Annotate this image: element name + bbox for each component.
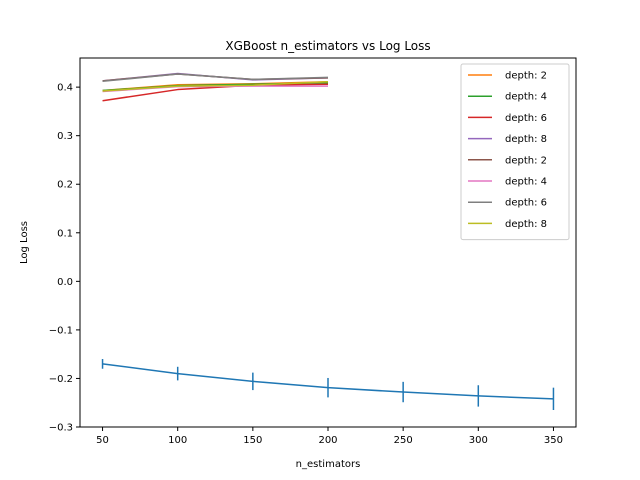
- x-tick-label: 50: [96, 435, 109, 446]
- x-tick-label: 250: [394, 435, 413, 446]
- x-axis-ticks: 50 100 150 200 250 300 350: [96, 427, 563, 446]
- x-tick-label: 100: [168, 435, 187, 446]
- x-axis-label: n_estimators: [296, 459, 361, 470]
- legend-label: depth: 4: [505, 92, 547, 103]
- legend-label: depth: 2: [505, 71, 547, 82]
- legend-label: depth: 6: [505, 113, 547, 124]
- series-line: [102, 83, 329, 102]
- y-tick-label: 0.2: [57, 180, 73, 191]
- legend-label: depth: 8: [505, 219, 547, 230]
- legend-box: [460, 63, 570, 241]
- legend-label: depth: 4: [505, 177, 547, 188]
- series-line: [102, 73, 329, 83]
- y-tick-label: 0.4: [57, 83, 73, 94]
- y-tick-label: 0.3: [57, 131, 73, 142]
- x-tick-label: 350: [544, 435, 563, 446]
- x-tick-label: 150: [243, 435, 262, 446]
- legend: depth: 2 depth: 4 depth: 6 depth: 8 depth: 2…: [460, 63, 570, 241]
- y-tick-label: −0.2: [49, 374, 73, 385]
- x-tick-label: 200: [318, 435, 337, 446]
- x-tick-label: 300: [469, 435, 488, 446]
- chart-title: XGBoost n_estimators vs Log Loss: [225, 39, 430, 53]
- legend-label: depth: 8: [505, 134, 547, 145]
- y-axis-ticks: −0.3 −0.2 −0.1 0.0 0.1 0.2 0.3 0.4: [49, 83, 80, 434]
- y-tick-label: 0.1: [57, 228, 73, 239]
- series-layer: [101, 72, 555, 411]
- legend-label: depth: 6: [505, 198, 547, 209]
- y-axis-label: Log Loss: [19, 221, 30, 264]
- y-tick-label: −0.3: [49, 423, 73, 434]
- legend-label: depth: 2: [505, 155, 547, 166]
- plot-frame: [79, 57, 577, 428]
- y-tick-label: −0.1: [49, 325, 73, 336]
- series-line: [102, 81, 329, 92]
- y-tick-label: 0.0: [57, 277, 73, 288]
